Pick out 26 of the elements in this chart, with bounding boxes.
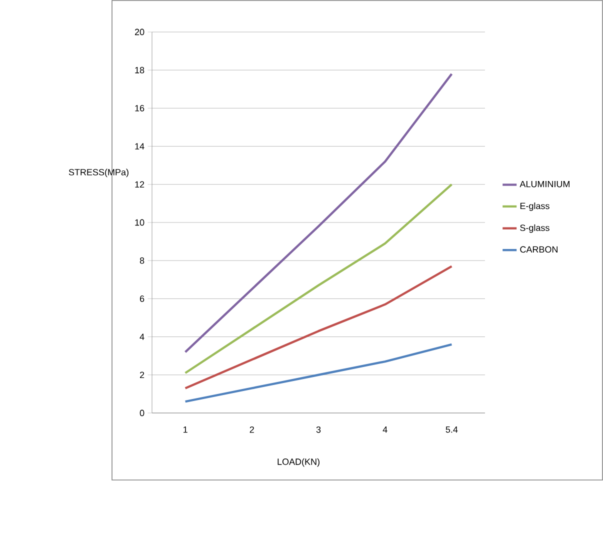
legend-label: CARBON xyxy=(520,246,558,253)
y-tick-label: 2 xyxy=(140,372,144,378)
y-tick-label: 0 xyxy=(140,410,144,416)
y-tick-label: 16 xyxy=(135,105,144,112)
line-series xyxy=(184,265,453,390)
legend-label: E-glass xyxy=(520,202,550,211)
y-tick-label: 10 xyxy=(135,219,144,226)
y-tick-label: 18 xyxy=(135,66,144,74)
y-tick-label: 12 xyxy=(135,181,144,188)
line-series xyxy=(184,72,453,354)
x-axis-title: LOAD(KN) xyxy=(278,458,320,467)
y-tick-label: 20 xyxy=(134,28,144,36)
x-tick-label: 5.4 xyxy=(446,426,458,433)
line-series xyxy=(184,183,453,374)
line-series xyxy=(184,343,453,403)
x-tick-label: 1 xyxy=(183,426,188,433)
x-tick-label: 2 xyxy=(250,426,254,433)
y-tick-label: 8 xyxy=(140,257,144,264)
y-tick-label: 4 xyxy=(140,334,144,340)
legend-label: S-glass xyxy=(520,224,550,233)
x-tick-label: 3 xyxy=(316,426,321,433)
x-tick-label: 4 xyxy=(382,426,388,433)
y-tick-label: 6 xyxy=(140,296,144,302)
y-axis-title: STRESS(MPa) xyxy=(68,168,128,178)
legend-label: ALUMINIUM xyxy=(520,180,570,188)
y-tick-label: 14 xyxy=(135,143,144,150)
